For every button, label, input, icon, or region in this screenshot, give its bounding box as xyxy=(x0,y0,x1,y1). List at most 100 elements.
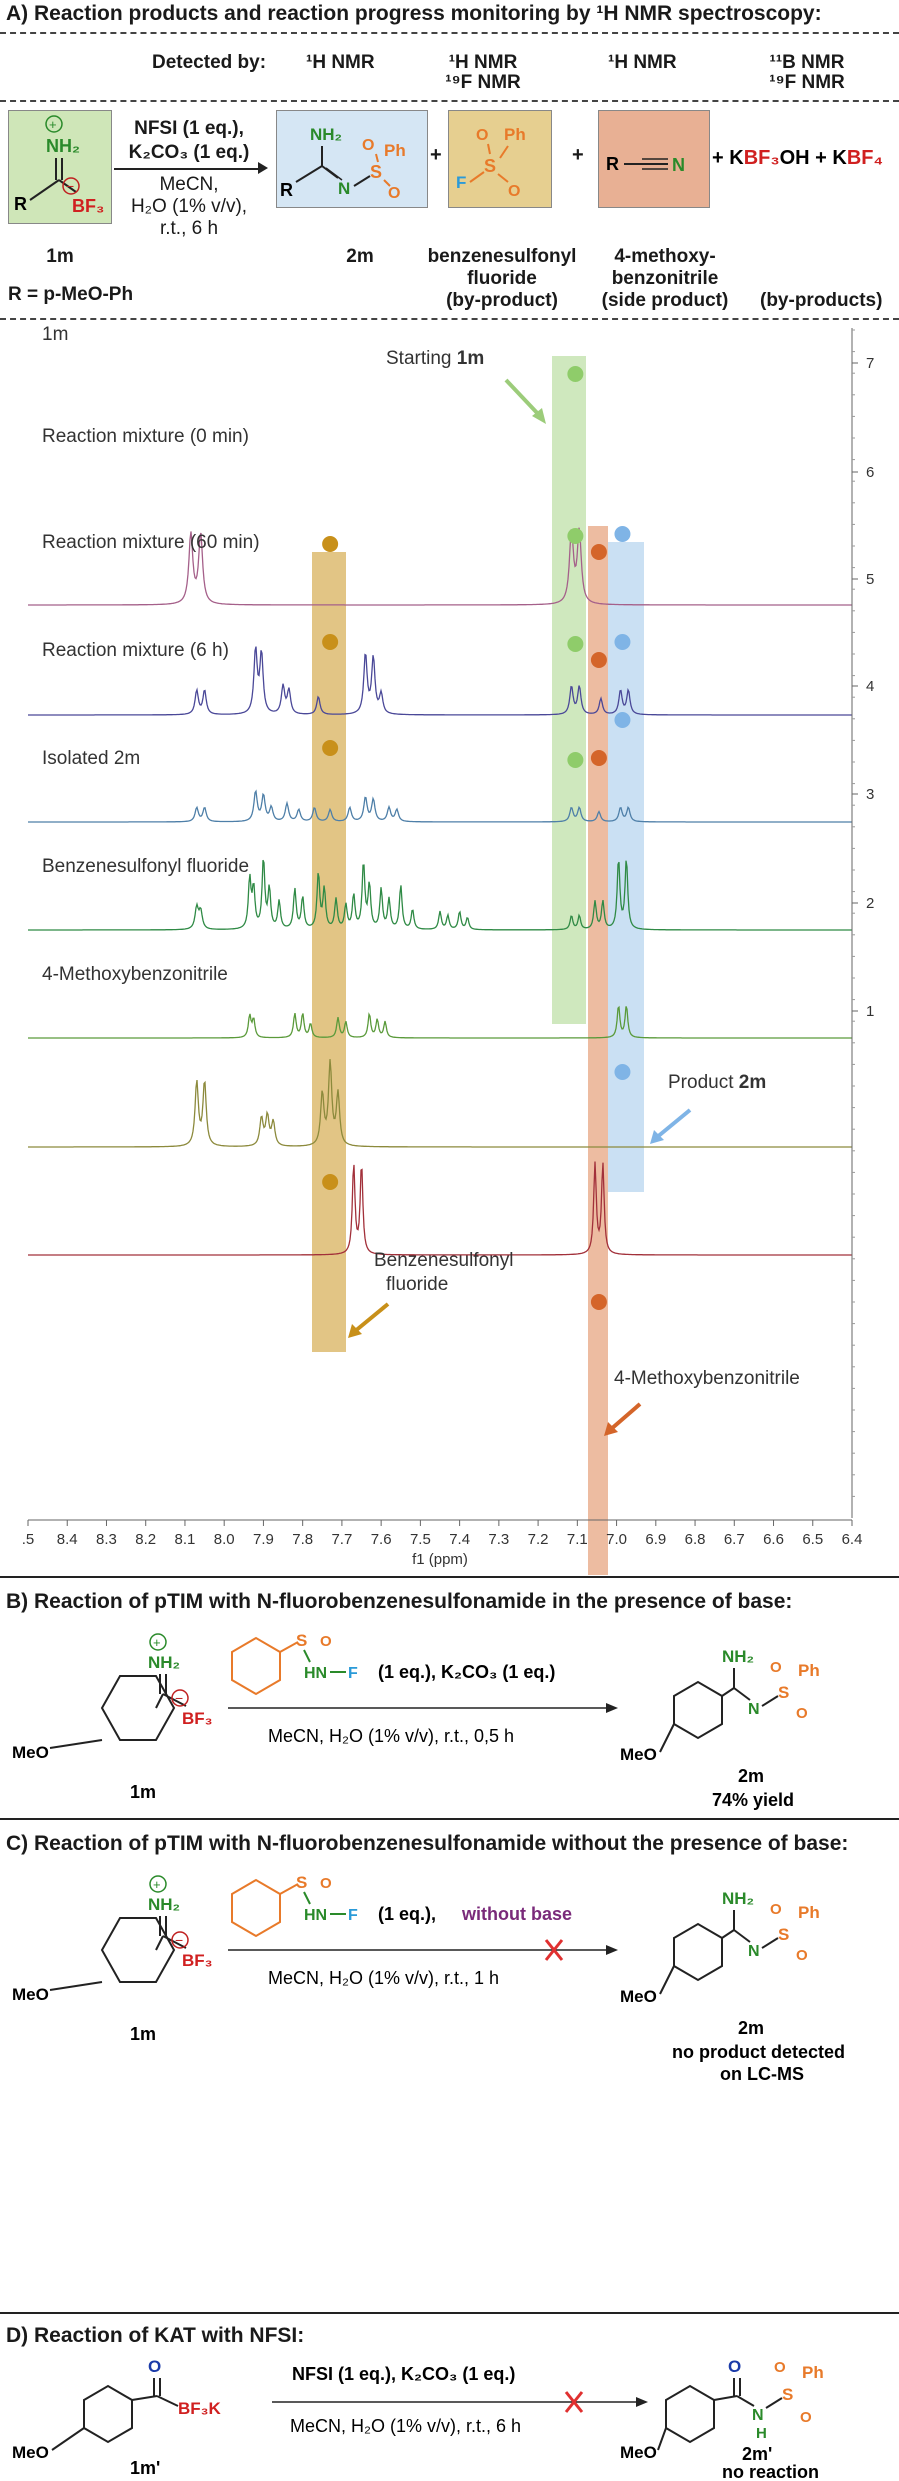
signal-marker xyxy=(322,634,339,650)
svg-text:Ph: Ph xyxy=(798,1661,820,1680)
trace-3 xyxy=(28,789,852,823)
x-axis: .5 8.4 8.3 8.2 8.1 8.0 7.9 7.8 7.7 7.6 7.5 7.4 7.3 7.… xyxy=(22,1520,862,1568)
svg-text:H: H xyxy=(756,2425,767,2442)
svg-text:MeO: MeO xyxy=(12,1985,49,2004)
nitrile-highlight-box xyxy=(598,110,710,208)
band-gold xyxy=(312,552,346,1352)
svg-text:R: R xyxy=(280,180,293,200)
svg-text:O: O xyxy=(796,1947,808,1964)
x-tick-label: 7.3 xyxy=(488,1531,509,1548)
arrow-product xyxy=(654,1108,692,1140)
svg-text:NH₂: NH₂ xyxy=(722,1647,754,1666)
divider xyxy=(0,100,899,102)
divider xyxy=(0,318,899,320)
label-1m: 1m xyxy=(46,246,74,267)
signal-marker xyxy=(567,636,584,652)
svg-text:O: O xyxy=(476,127,488,144)
salts-text: + KBF₃OH + KBF₄ xyxy=(712,147,883,169)
svg-text:O: O xyxy=(770,1901,782,1918)
svg-text:N: N xyxy=(748,1701,760,1718)
svg-text:N: N xyxy=(338,179,350,198)
structure-1m-b: + NH₂ − BF₃ MeO xyxy=(12,1633,213,1762)
signal-marker xyxy=(322,536,339,552)
label-nitrile-3: (side product) xyxy=(601,290,729,311)
x-tick-label: 8.4 xyxy=(57,1531,78,1548)
result-c-1: no product detected xyxy=(672,2042,845,2062)
svg-text:NH₂: NH₂ xyxy=(148,1895,180,1914)
svg-text:R: R xyxy=(606,154,619,174)
structure-1m-c: + NH₂ − BF₃ MeO xyxy=(12,1875,213,2004)
section-d-title: D) Reaction of KAT with NFSI: xyxy=(6,2324,305,2347)
sm-structure-1m: + NH₂ R − BF₃ xyxy=(14,115,104,216)
svg-text:HN: HN xyxy=(304,1665,327,1682)
signal-marker xyxy=(590,544,607,560)
svg-text:S: S xyxy=(370,162,382,182)
signal-marker xyxy=(567,528,584,544)
result-d: no reaction xyxy=(722,2462,819,2480)
svg-text:−: − xyxy=(175,1690,183,1706)
svg-text:BF₃K: BF₃K xyxy=(178,2399,222,2418)
svg-text:NH₂: NH₂ xyxy=(46,136,80,156)
trace-4 xyxy=(28,859,852,931)
label-2m-c: 2m xyxy=(738,2018,764,2038)
label-1m-c: 1m xyxy=(130,2024,156,2044)
svg-text:MeO: MeO xyxy=(12,1743,49,1762)
trace-7 xyxy=(28,1161,852,1256)
section-a-title: A) Reaction products and reaction progre… xyxy=(6,2,822,25)
reagent-nfbs-c: S O O HN F xyxy=(231,1864,358,1938)
svg-text:S: S xyxy=(778,1925,789,1944)
detect-col-salts-1: ¹¹B NMR xyxy=(769,52,845,73)
svg-text:F: F xyxy=(348,1907,358,1924)
trace-label: Isolated 2m xyxy=(42,748,140,769)
structure-1m-prime: O BF₃K MeO xyxy=(12,2357,222,2462)
label-byproducts: (by-products) xyxy=(760,290,883,311)
svg-text:HN: HN xyxy=(304,1907,327,1924)
svg-text:−: − xyxy=(66,178,74,194)
signal-marker xyxy=(322,1174,339,1190)
y-tick-label: 1 xyxy=(866,1003,874,1020)
svg-text:Ph: Ph xyxy=(504,125,526,144)
x-tick-label: 7.5 xyxy=(410,1531,431,1548)
annotation-mbn: 4-Methoxybenzonitrile xyxy=(614,1368,800,1389)
svg-text:S: S xyxy=(484,156,496,176)
svg-text:O: O xyxy=(296,1622,308,1626)
arrow-starting xyxy=(504,378,542,418)
reaction-arrow xyxy=(114,168,264,170)
x-tick-label: 6.5 xyxy=(802,1531,823,1548)
detect-col-bsf-2: ¹⁹F NMR xyxy=(445,72,521,93)
svg-text:O: O xyxy=(362,137,374,154)
x-tick-label: 6.6 xyxy=(763,1531,784,1548)
product-highlight-box xyxy=(276,110,428,208)
trace-1 xyxy=(28,527,852,606)
y-tick-label: 5 xyxy=(866,571,874,588)
conditions-d: MeCN, H₂O (1% v/v), r.t., 6 h xyxy=(290,2416,521,2436)
svg-text:O: O xyxy=(508,183,520,200)
x-tick-label: 8.3 xyxy=(96,1531,117,1548)
x-tick-label: 8.1 xyxy=(175,1531,196,1548)
detect-col-nitrile: ¹H NMR xyxy=(608,52,677,73)
svg-text:NH₂: NH₂ xyxy=(310,125,342,144)
x-tick-label: 8.2 xyxy=(135,1531,156,1548)
nitrile-structure: R N xyxy=(606,154,685,175)
y-axis: 7 6 5 4 3 2 1 xyxy=(852,329,874,1497)
spectrum-traces xyxy=(28,527,852,1256)
svg-text:N: N xyxy=(748,1943,760,1960)
svg-text:MeO: MeO xyxy=(620,1987,657,2006)
x-tick-label: 7.9 xyxy=(253,1531,274,1548)
x-tick-label: 7.1 xyxy=(567,1531,588,1548)
svg-text:O: O xyxy=(148,2357,161,2376)
svg-text:O: O xyxy=(296,1864,308,1868)
result-c-2: on LC-MS xyxy=(720,2064,804,2084)
detect-col-salts-2: ¹⁹F NMR xyxy=(769,72,845,93)
x-tick-label: .5 xyxy=(22,1531,35,1548)
x-tick-label: 6.8 xyxy=(685,1531,706,1548)
label-bsf-3: (by-product) xyxy=(446,290,558,311)
svg-text:BF₃: BF₃ xyxy=(72,196,104,216)
band-orange xyxy=(588,526,608,1575)
divider xyxy=(0,2312,899,2314)
svg-text:O: O xyxy=(320,1875,332,1892)
label-2m-b: 2m xyxy=(738,1766,764,1786)
svg-text:NH₂: NH₂ xyxy=(148,1653,180,1672)
label-2m-prime: 2m' xyxy=(742,2444,772,2464)
svg-text:F: F xyxy=(348,1665,358,1682)
